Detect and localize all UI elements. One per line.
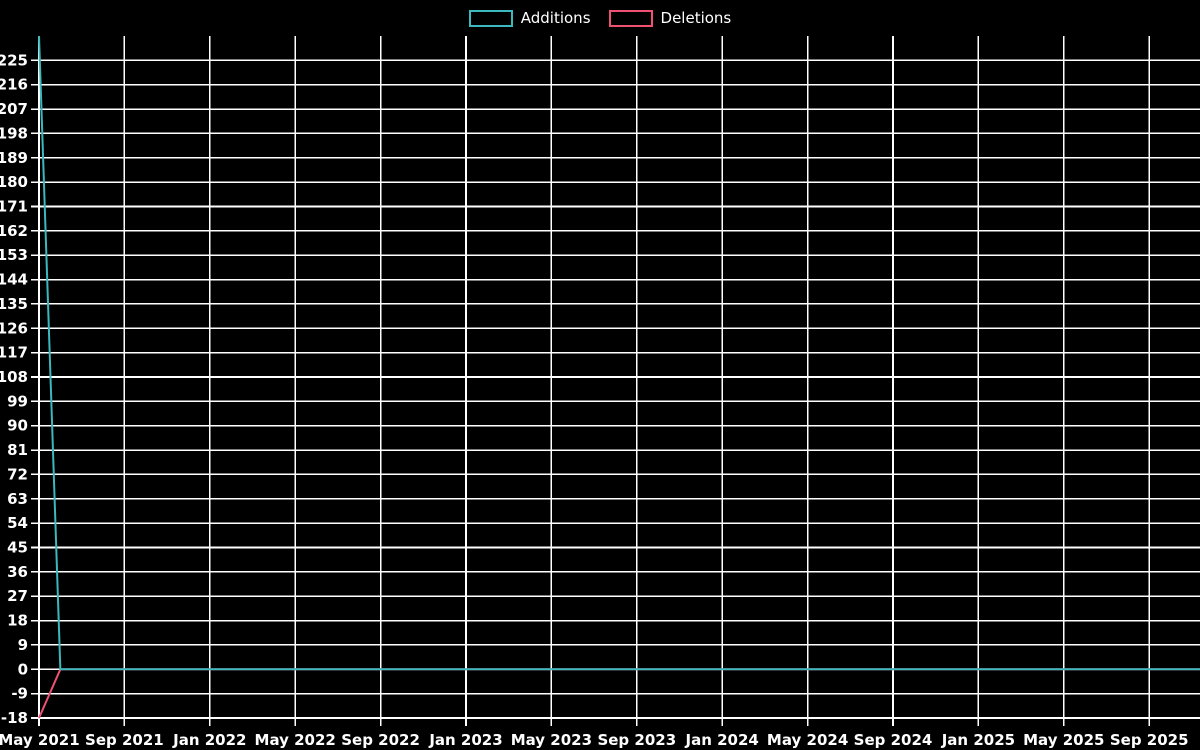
- x-tick-label: Sep 2023: [597, 731, 676, 749]
- x-tick-label: Jan 2023: [428, 731, 502, 749]
- x-tick-label: May 2021: [0, 731, 80, 749]
- data-series-group: [38, 35, 1200, 719]
- y-tick-label: 36: [7, 563, 28, 581]
- y-tick-label: 135: [0, 295, 28, 313]
- y-tick-label: 63: [7, 490, 28, 508]
- y-tick-label: -9: [11, 685, 28, 703]
- y-axis-tick-labels: 2252162071981891801711621531441351261171…: [0, 51, 39, 727]
- y-tick-label: 198: [0, 124, 28, 142]
- y-tick-label: 225: [0, 51, 28, 69]
- x-tick-label: Jan 2022: [172, 731, 246, 749]
- y-tick-label: 144: [0, 271, 28, 289]
- legend-label-deletions: Deletions: [660, 9, 732, 27]
- x-tick-label: Sep 2024: [854, 731, 933, 749]
- y-tick-label: 45: [7, 539, 28, 557]
- y-tick-label: 9: [18, 636, 28, 654]
- y-tick-label: 171: [0, 198, 28, 216]
- x-tick-label: Sep 2025: [1110, 731, 1189, 749]
- y-tick-label: 153: [0, 246, 28, 264]
- legend-swatch-additions-icon: [468, 9, 513, 27]
- y-tick-label: 126: [0, 319, 28, 337]
- y-tick-label: 216: [0, 76, 28, 94]
- chart-legend: Additions Deletions: [0, 0, 1200, 36]
- y-tick-label: 54: [7, 514, 28, 532]
- legend-swatch-deletions-icon: [608, 9, 653, 27]
- y-tick-label: 108: [0, 368, 28, 386]
- x-axis-tick-labels: May 2021 Sep 2021 Jan 2022 May 2022 Sep 2022…: [0, 731, 1189, 749]
- x-tick-label: Sep 2022: [341, 731, 420, 749]
- y-tick-label: 162: [0, 222, 28, 240]
- y-tick-label: -18: [1, 709, 28, 727]
- y-tick-label: 99: [7, 392, 28, 410]
- y-tick-label: 0: [18, 660, 28, 678]
- legend-item-deletions[interactable]: Deletions: [608, 9, 732, 27]
- y-tick-label: 18: [7, 612, 28, 630]
- y-tick-label: 81: [7, 441, 28, 459]
- legend-item-additions[interactable]: Additions: [468, 9, 591, 27]
- y-tick-label: 72: [7, 465, 28, 483]
- y-tick-label: 180: [0, 173, 28, 191]
- y-tick-label: 90: [7, 417, 28, 435]
- horizontal-gridlines: [39, 59, 1200, 719]
- x-tick-label: May 2025: [1023, 731, 1104, 749]
- x-tick-label: May 2023: [511, 731, 592, 749]
- x-tick-label: Sep 2021: [85, 731, 164, 749]
- x-tick-label: May 2024: [767, 731, 848, 749]
- y-tick-label: 207: [0, 100, 28, 118]
- x-tick-label: Jan 2024: [685, 731, 759, 749]
- y-tick-label: 189: [0, 149, 28, 167]
- y-tick-label: 117: [0, 344, 28, 362]
- legend-label-additions: Additions: [520, 9, 591, 27]
- x-tick-label: May 2022: [255, 731, 336, 749]
- vertical-gridlines: [38, 36, 1150, 726]
- y-tick-label: 27: [7, 587, 28, 605]
- series-line-additions: [38, 35, 1200, 671]
- x-tick-label: Jan 2025: [941, 731, 1015, 749]
